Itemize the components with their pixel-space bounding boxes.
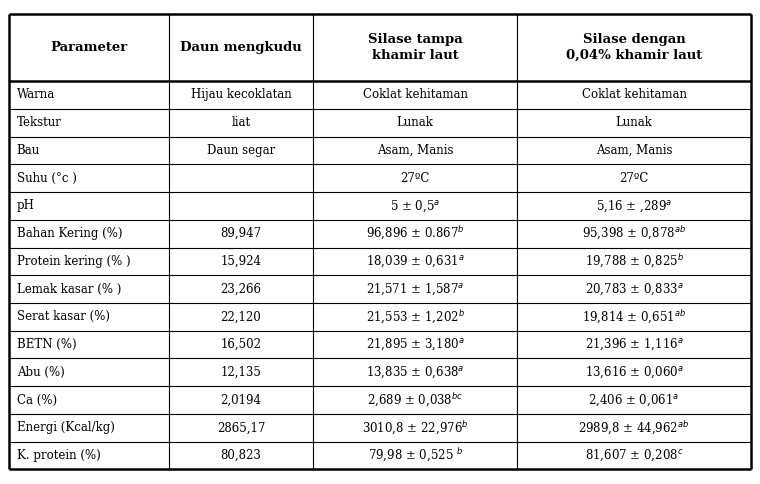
Text: 2,406 ± 0,061$^{a}$: 2,406 ± 0,061$^{a}$	[588, 393, 679, 408]
Text: pH: pH	[17, 199, 35, 212]
Text: 19,788 ± 0,825$^{b}$: 19,788 ± 0,825$^{b}$	[584, 253, 683, 270]
Text: Bau: Bau	[17, 144, 40, 157]
Text: Asam, Manis: Asam, Manis	[596, 144, 673, 157]
Text: 81,607 ± 0,208$^{c}$: 81,607 ± 0,208$^{c}$	[584, 448, 683, 463]
Text: 18,039 ± 0,631$^{a}$: 18,039 ± 0,631$^{a}$	[366, 254, 464, 269]
Text: 89,947: 89,947	[220, 227, 261, 240]
Text: 22,120: 22,120	[220, 310, 261, 323]
Text: Coklat kehitaman: Coklat kehitaman	[363, 89, 467, 102]
Text: 19,814 ± 0,651$^{ab}$: 19,814 ± 0,651$^{ab}$	[582, 308, 686, 326]
Text: 16,502: 16,502	[220, 338, 261, 351]
Text: 79,98 ± 0,525 $^{b}$: 79,98 ± 0,525 $^{b}$	[368, 447, 463, 464]
Text: Daun mengkudu: Daun mengkudu	[180, 41, 302, 54]
Text: 21,396 ± 1,116$^{a}$: 21,396 ± 1,116$^{a}$	[584, 337, 683, 352]
Text: 27ºC: 27ºC	[619, 172, 649, 184]
Text: 80,823: 80,823	[220, 449, 261, 462]
Text: 12,135: 12,135	[220, 366, 261, 379]
Text: K. protein (%): K. protein (%)	[17, 449, 100, 462]
Text: 20,783 ± 0,833$^{a}$: 20,783 ± 0,833$^{a}$	[584, 281, 683, 297]
Text: liat: liat	[231, 116, 251, 129]
Text: 2,689 ± 0,038$^{bc}$: 2,689 ± 0,038$^{bc}$	[367, 392, 464, 409]
Text: 95,398 ± 0,878$^{ab}$: 95,398 ± 0,878$^{ab}$	[582, 225, 686, 242]
Text: 2989,8 ± 44,962$^{ab}$: 2989,8 ± 44,962$^{ab}$	[578, 419, 690, 437]
Text: Silase tampa
khamir laut: Silase tampa khamir laut	[368, 33, 463, 62]
Text: 21,553 ± 1,202$^{b}$: 21,553 ± 1,202$^{b}$	[366, 308, 465, 326]
Text: Parameter: Parameter	[50, 41, 128, 54]
Text: Lunak: Lunak	[397, 116, 434, 129]
Text: Hijau kecoklatan: Hijau kecoklatan	[191, 89, 291, 102]
Text: 27ºC: 27ºC	[401, 172, 430, 184]
Text: Tekstur: Tekstur	[17, 116, 62, 129]
Text: Abu (%): Abu (%)	[17, 366, 65, 379]
Text: 2865,17: 2865,17	[217, 422, 265, 434]
Text: Lunak: Lunak	[616, 116, 653, 129]
Text: Warna: Warna	[17, 89, 55, 102]
Text: 96,896 ± 0.867$^{b}$: 96,896 ± 0.867$^{b}$	[366, 225, 464, 242]
Text: 5,16 ± ,289$^{a}$: 5,16 ± ,289$^{a}$	[596, 198, 672, 213]
Text: 2,0194: 2,0194	[220, 393, 261, 407]
Text: 3010,8 ± 22,976$^{b}$: 3010,8 ± 22,976$^{b}$	[362, 419, 468, 437]
Text: 21,895 ± 3,180$^{a}$: 21,895 ± 3,180$^{a}$	[366, 337, 464, 352]
Text: Bahan Kering (%): Bahan Kering (%)	[17, 227, 122, 240]
Text: Daun segar: Daun segar	[207, 144, 275, 157]
Text: BETN (%): BETN (%)	[17, 338, 76, 351]
Text: 13,835 ± 0,638$^{a}$: 13,835 ± 0,638$^{a}$	[366, 364, 464, 380]
Text: 15,924: 15,924	[220, 255, 261, 268]
Text: Energi (Kcal/kg): Energi (Kcal/kg)	[17, 422, 115, 434]
Text: Lemak kasar (% ): Lemak kasar (% )	[17, 283, 121, 296]
Text: Suhu (°c ): Suhu (°c )	[17, 172, 77, 184]
Text: 13,616 ± 0,060$^{a}$: 13,616 ± 0,060$^{a}$	[584, 364, 683, 380]
Text: 23,266: 23,266	[220, 283, 261, 296]
Text: 5 ± 0,5$^{a}$: 5 ± 0,5$^{a}$	[390, 198, 440, 213]
Text: Serat kasar (%): Serat kasar (%)	[17, 310, 109, 323]
Text: Silase dengan
0,04% khamir laut: Silase dengan 0,04% khamir laut	[566, 33, 702, 62]
Text: Protein kering (% ): Protein kering (% )	[17, 255, 131, 268]
Text: Ca (%): Ca (%)	[17, 393, 57, 407]
Text: Asam, Manis: Asam, Manis	[377, 144, 454, 157]
Text: Coklat kehitaman: Coklat kehitaman	[581, 89, 686, 102]
Text: 21,571 ± 1,587$^{a}$: 21,571 ± 1,587$^{a}$	[366, 281, 464, 297]
